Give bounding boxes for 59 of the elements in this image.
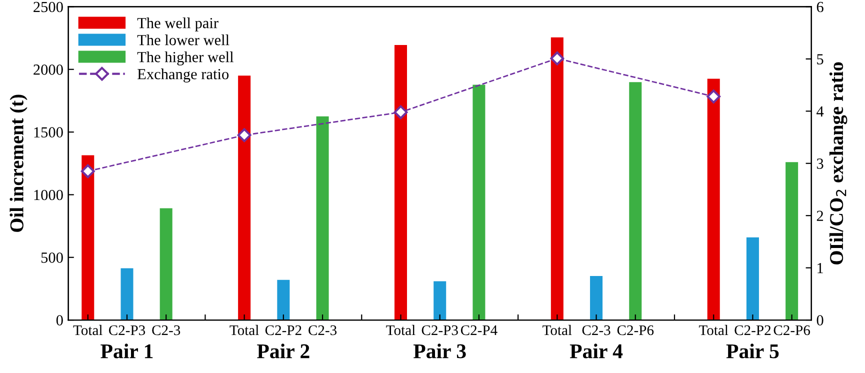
x-tick-label: C2-P3 — [108, 325, 146, 336]
x-tick-label: C2-3 — [582, 325, 610, 336]
x-tick-label: Total — [386, 324, 416, 336]
y-tick-label: 2500 — [34, 2, 63, 12]
x-tick-label: C2-3 — [308, 325, 337, 336]
x-tick-label: Total — [542, 324, 572, 336]
x-tick-label: Total — [230, 324, 259, 336]
x-tick-label: C2-P6 — [617, 325, 654, 336]
bar — [707, 78, 720, 320]
x-tick-label: C2-P3 — [422, 325, 458, 336]
y2-tick-label: 5 — [817, 54, 824, 64]
y-tick-label: 1000 — [34, 190, 63, 200]
y2-tick-label: 1 — [818, 263, 823, 274]
bar — [590, 276, 603, 320]
text: Pair 5 — [726, 344, 779, 358]
text: Pair 1 — [100, 344, 153, 358]
x-tick-label: C2-P2 — [734, 325, 771, 336]
y2-tick-label: 0 — [816, 315, 824, 326]
x-tick-label: Total — [73, 324, 102, 336]
point — [237, 128, 252, 142]
y2-tick-label: 2 — [816, 210, 824, 221]
bar — [746, 237, 759, 320]
point — [550, 51, 564, 66]
bar — [472, 84, 486, 320]
x-tick-label: C2-3 — [152, 325, 180, 336]
x-tick-label: C2-P2 — [265, 325, 302, 336]
x-tick-label: C2-P6 — [774, 325, 810, 336]
bar — [434, 281, 446, 320]
bar — [394, 44, 408, 320]
y-tick-label: 1500 — [34, 127, 63, 138]
y2-tick-label: 6 — [816, 2, 824, 12]
point — [706, 90, 721, 104]
bar — [277, 280, 290, 320]
y2-tick-label: 4 — [816, 106, 824, 116]
bar — [238, 76, 251, 320]
point — [394, 105, 408, 120]
bar — [120, 268, 134, 320]
legend-label: Exchange ratio — [138, 68, 229, 82]
x-tick-label: C2-P4 — [460, 325, 498, 336]
bar — [550, 37, 564, 320]
x-tick-label: Total — [698, 324, 728, 336]
y-axis-title: Oil increment (t) — [10, 94, 28, 232]
bar — [82, 155, 94, 320]
bar — [786, 162, 798, 320]
bar — [316, 116, 329, 320]
legend-label: The well pair — [137, 18, 218, 32]
legend-label: The lower well — [137, 34, 230, 46]
text: Pair 2 — [257, 344, 310, 358]
point — [80, 164, 95, 178]
y-tick-label: 0 — [56, 315, 63, 326]
text: Pair 4 — [570, 344, 623, 358]
bar — [160, 208, 172, 320]
y-tick-label: 2000 — [34, 64, 63, 75]
bar — [629, 82, 642, 320]
text: Pair 3 — [413, 344, 466, 358]
y2-axis-title: OIil/CO$_{2}$ exchange ratio — [829, 62, 848, 264]
y-tick-label: 500 — [41, 252, 63, 263]
y2-tick-label: 3 — [816, 158, 824, 169]
legend-label: The higher well — [137, 52, 234, 66]
